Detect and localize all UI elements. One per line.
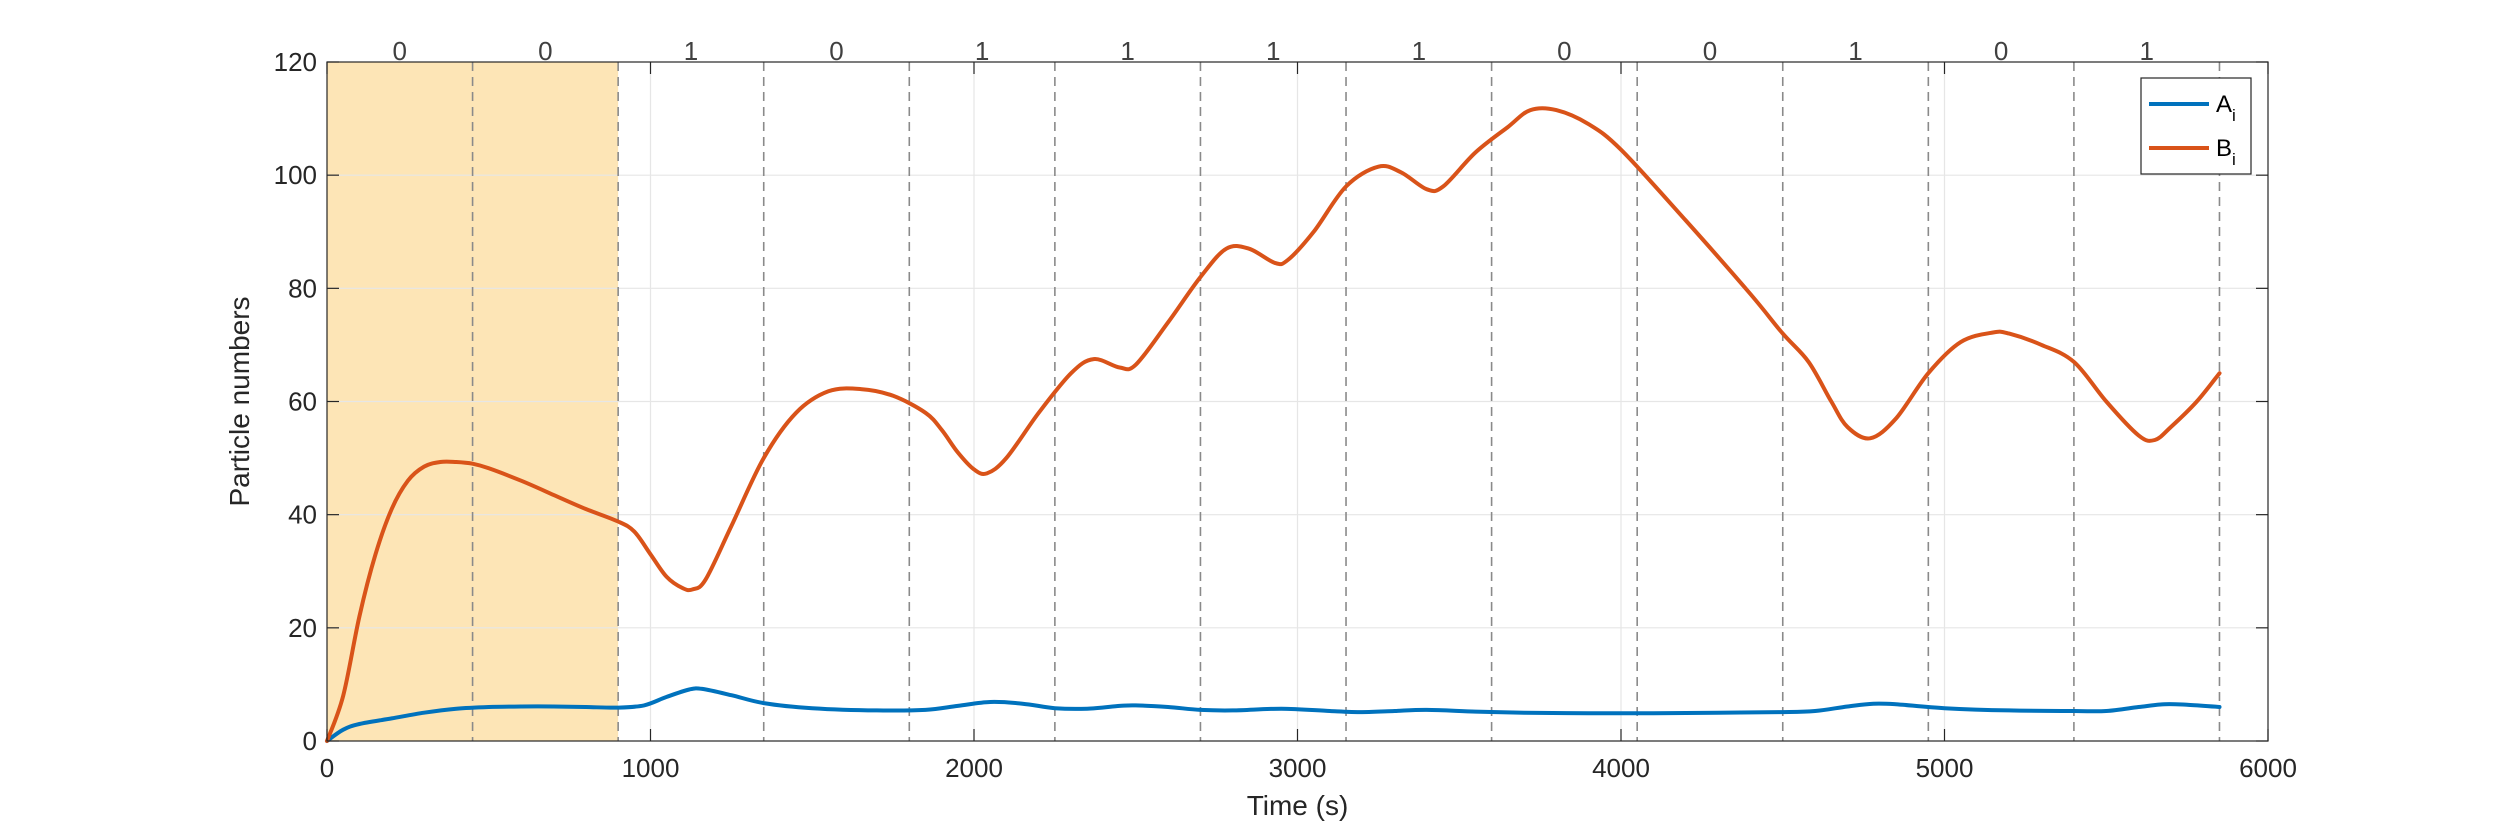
segment-label: 0 <box>829 36 843 66</box>
segment-label: 0 <box>538 36 552 66</box>
x-tick-label: 1000 <box>622 753 680 783</box>
y-tick-label: 80 <box>288 273 317 303</box>
legend-label-subscript: i <box>2232 150 2236 169</box>
x-tick-label: 3000 <box>1269 753 1327 783</box>
segment-label: 1 <box>1848 36 1862 66</box>
legend: Ai Bi <box>2140 77 2252 175</box>
segment-label: 1 <box>2139 36 2153 66</box>
segment-boundary-layer <box>471 62 2221 741</box>
series-line-A <box>325 686 2222 743</box>
series-layer <box>325 106 2222 743</box>
segment-label: 1 <box>1412 36 1426 66</box>
y-tick-label: 60 <box>288 387 317 417</box>
segment-label: 1 <box>1266 36 1280 66</box>
y-tick-label: 100 <box>274 160 317 190</box>
axis-ticks-layer: 0 1000 2000 3000 4000 5000 6000 0 20 40 60 80 100 120 <box>274 47 2297 783</box>
x-tick-label: 2000 <box>945 753 1003 783</box>
y-tick-label: 120 <box>274 47 317 77</box>
x-tick-label: 4000 <box>1592 753 1650 783</box>
series-line-B <box>325 106 2222 743</box>
segment-label: 0 <box>393 36 407 66</box>
segment-label: 0 <box>1557 36 1571 66</box>
segment-label: 0 <box>1703 36 1717 66</box>
legend-box <box>2140 77 2252 175</box>
x-tick-label: 0 <box>320 753 334 783</box>
x-axis-label: Time (s) <box>1247 790 1349 821</box>
segment-label: 0 <box>1994 36 2008 66</box>
legend-label-B: Bi <box>2216 135 2236 169</box>
segment-labels-layer: 0 0 1 0 1 1 1 1 0 0 1 0 1 <box>393 36 2154 66</box>
legend-label-subscript: i <box>2232 106 2236 125</box>
x-tick-label: 6000 <box>2239 753 2297 783</box>
y-axis-label: Particle numbers <box>224 296 255 506</box>
segment-label: 1 <box>975 36 989 66</box>
y-tick-label: 20 <box>288 613 317 643</box>
segment-label: 1 <box>684 36 698 66</box>
grid-layer <box>327 62 2268 741</box>
legend-label-A: Ai <box>2216 91 2236 125</box>
segment-label: 1 <box>1120 36 1134 66</box>
y-tick-label: 40 <box>288 500 317 530</box>
x-tick-label: 5000 <box>1916 753 1974 783</box>
y-tick-label: 0 <box>303 726 317 756</box>
